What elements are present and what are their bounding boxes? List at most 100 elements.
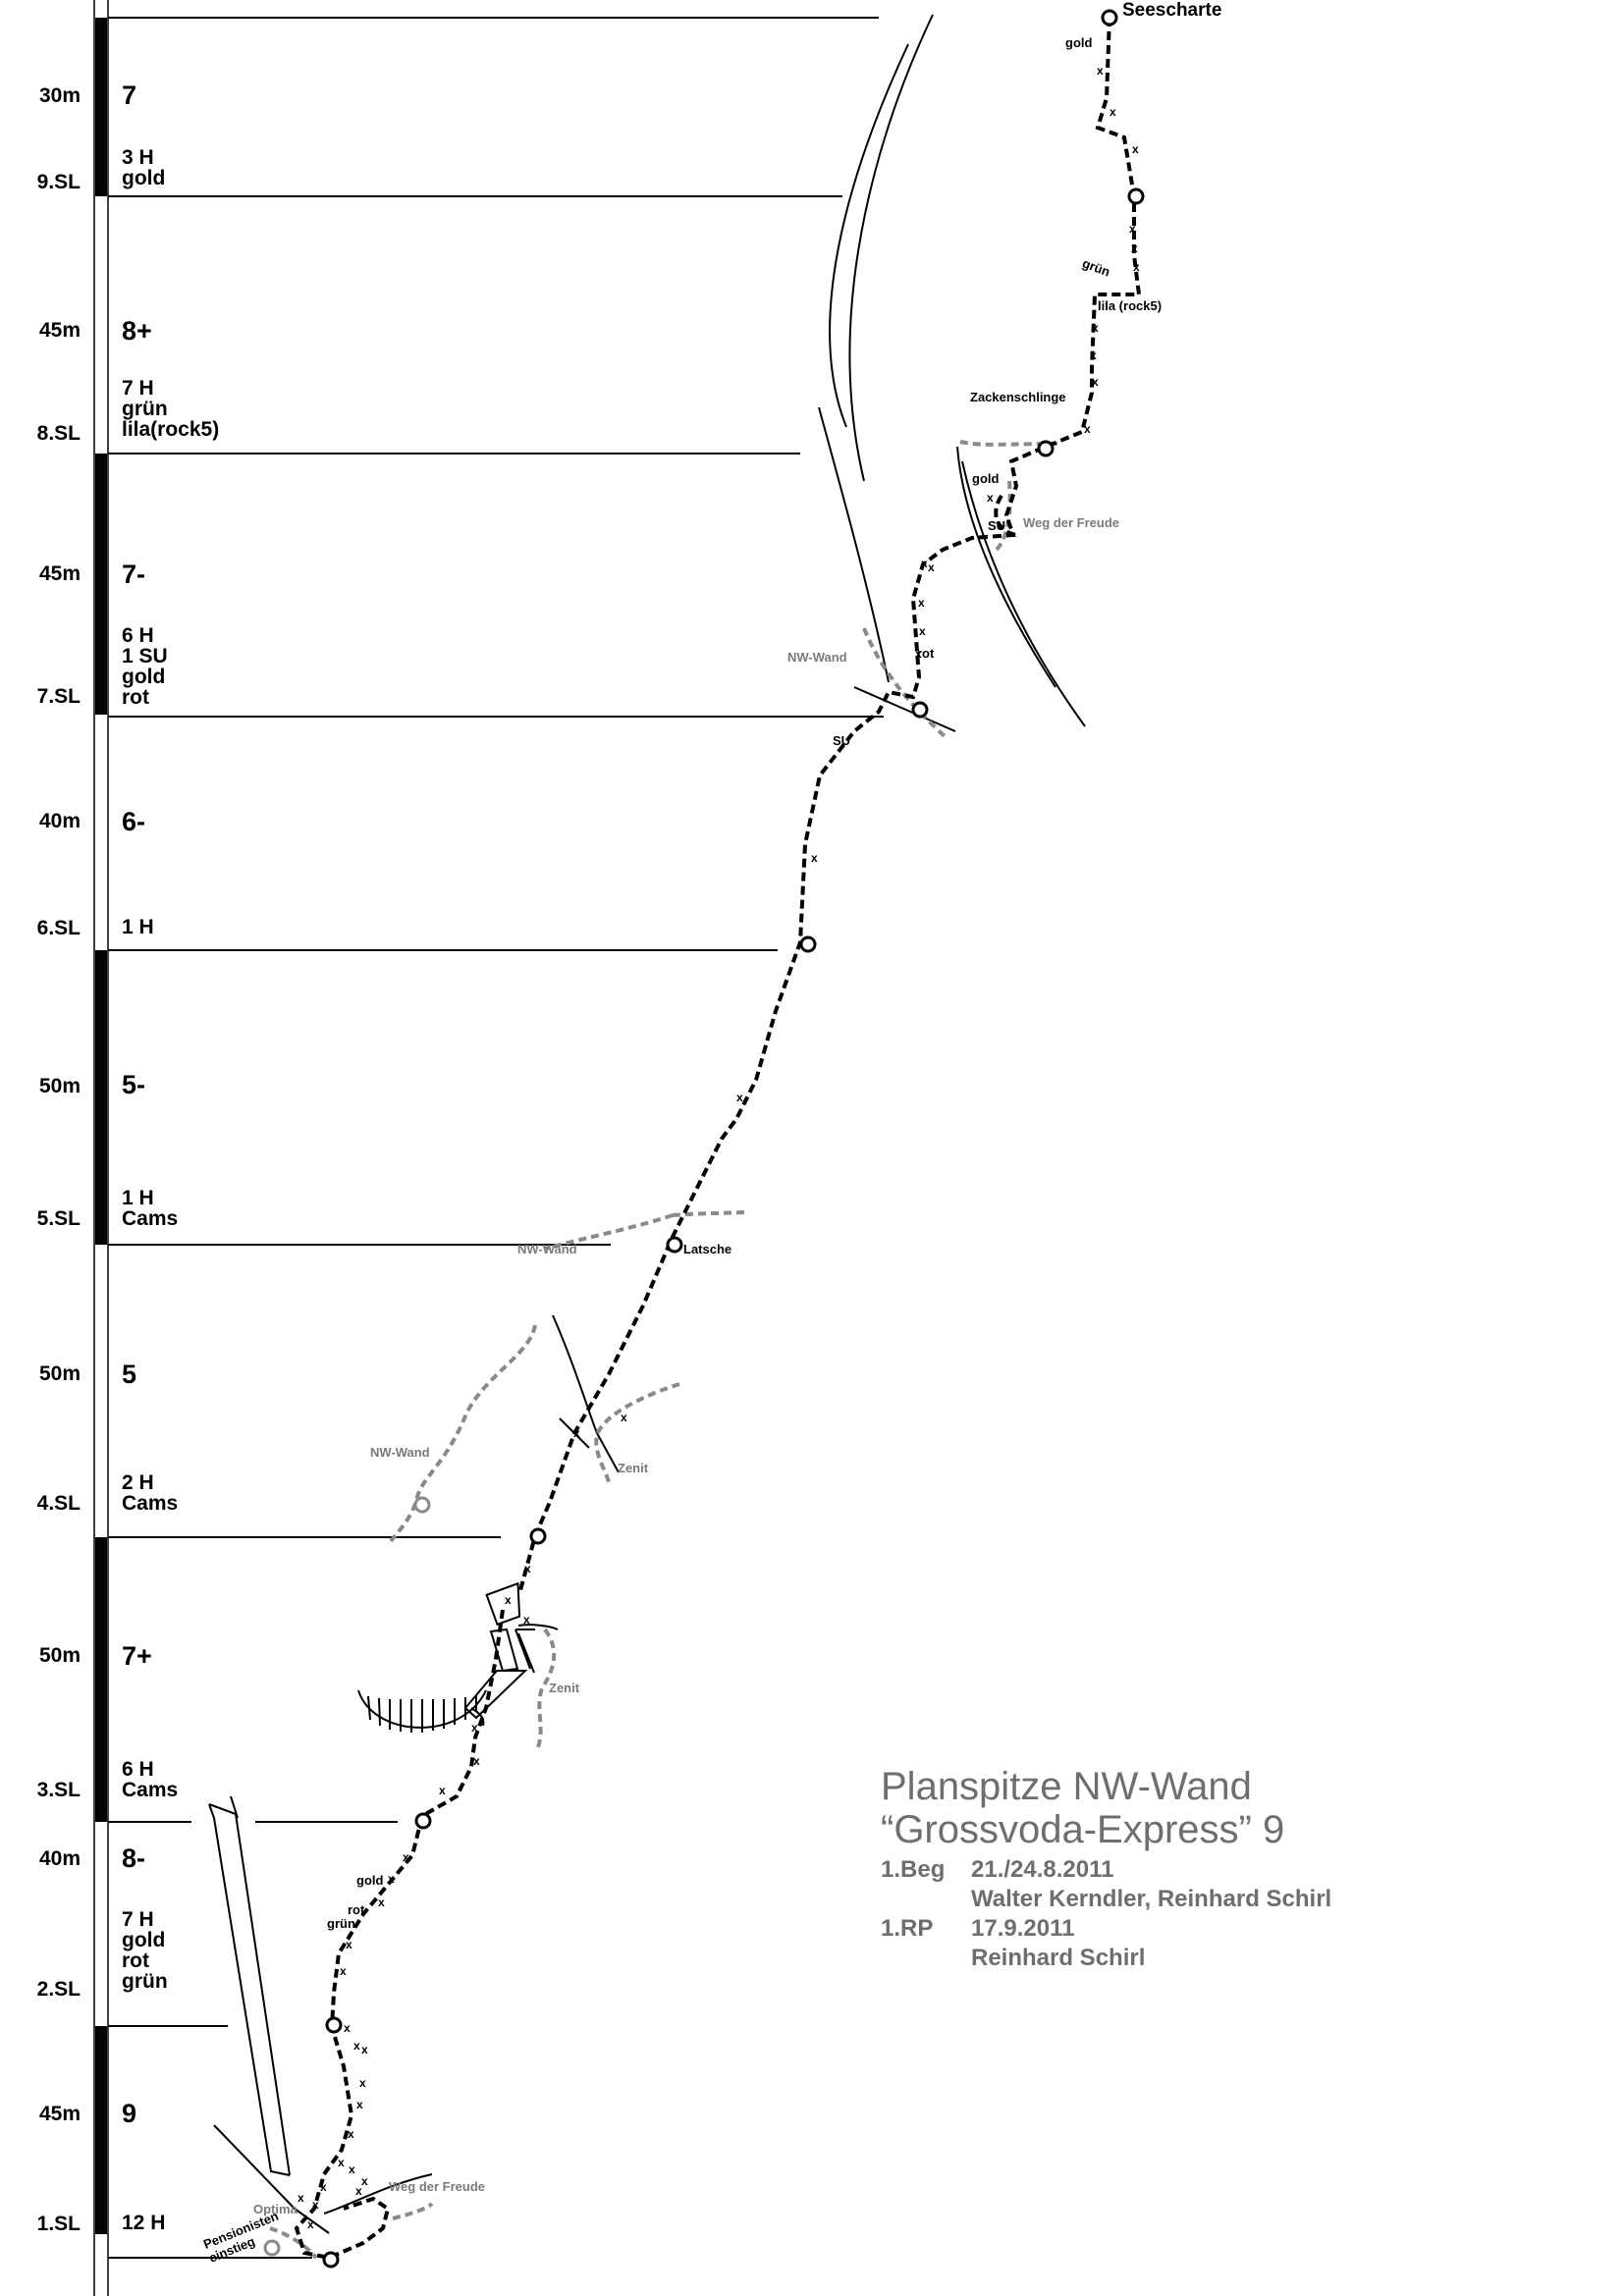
pitch-9-length: 30m <box>38 84 81 107</box>
svg-text:x: x <box>1090 348 1097 362</box>
svg-text:x: x <box>349 2163 355 2176</box>
belay-8-label: 8.SL <box>36 422 81 445</box>
seescharte-label: Seescharte <box>1122 0 1222 21</box>
svg-text:x: x <box>811 851 818 865</box>
svg-text:x: x <box>928 561 935 574</box>
belay-5-label: 5.SL <box>36 1207 81 1230</box>
pitch-5-gear: 1 H Cams <box>122 1187 179 1230</box>
neighbour-stations <box>263 1496 431 2257</box>
belay-9-label: 9.SL <box>36 171 81 193</box>
zackenschlinge-label: Zackenschlinge <box>970 390 1066 404</box>
svg-text:x: x <box>307 2217 314 2231</box>
route-title: Planspitze NW-Wand <box>881 1765 1252 1808</box>
svg-text:x: x <box>471 1721 478 1735</box>
svg-text:x: x <box>919 624 926 638</box>
first-ascent-date: 21./24.8.2011 <box>971 1856 1114 1883</box>
belay-lines <box>108 17 884 2259</box>
pitch-3-grade: 7+ <box>122 1641 152 1671</box>
svg-text:x: x <box>1131 241 1138 255</box>
pitch-scale-bar <box>93 0 109 2296</box>
pitch-2-grade: 8- <box>122 1843 146 1873</box>
pitch-3-gear: 6 H Cams <box>122 1758 179 1801</box>
redpoint-name-row: Reinhard Schirl <box>881 1944 1331 1973</box>
pitch-9-grade: 7 <box>122 80 137 110</box>
svg-text:x: x <box>1129 222 1136 236</box>
svg-text:x: x <box>987 491 994 505</box>
nw-wand-4-label: NW-Wand <box>370 1445 430 1460</box>
pitch-7-grade: 7- <box>122 560 146 589</box>
pitch-9-gear: 3 H gold <box>122 146 166 189</box>
nw-wand-7-label: NW-Wand <box>787 650 847 665</box>
svg-text:x: x <box>338 2156 345 2169</box>
optima-label: Optima <box>253 2202 298 2216</box>
svg-text:x: x <box>355 2184 362 2198</box>
svg-text:x: x <box>359 2076 366 2090</box>
svg-text:x: x <box>320 2180 327 2194</box>
pitch-3-length: 50m <box>38 1644 81 1667</box>
belay-2-label: 2.SL <box>36 1978 81 2001</box>
svg-text:x: x <box>1110 105 1116 119</box>
pitch-8-grade: 8+ <box>122 316 152 346</box>
first-ascent-names: Walter Kerndler, Reinhard Schirl <box>971 1886 1332 1912</box>
zenit-3-label: Zenit <box>549 1681 580 1695</box>
pitch-2-length: 40m <box>38 1847 81 1870</box>
svg-text:x: x <box>1133 260 1140 274</box>
svg-text:x: x <box>340 1964 347 1978</box>
pitch-4-length: 50m <box>38 1362 81 1385</box>
svg-text:x: x <box>403 1850 409 1864</box>
svg-text:x: x <box>505 1593 512 1607</box>
rot-2-label: rot <box>348 1902 365 1917</box>
belay-stations <box>322 9 1145 2269</box>
svg-text:x: x <box>356 2098 363 2111</box>
svg-text:x: x <box>918 596 925 610</box>
redpoint-date: 17.9.2011 <box>971 1915 1075 1942</box>
pitch-8-length: 45m <box>38 319 81 342</box>
svg-text:x: x <box>473 1754 480 1768</box>
su-7-label: SU <box>833 733 851 748</box>
redpoint-key: 1.RP <box>881 1915 934 1942</box>
neighbour-routes <box>269 440 1059 2260</box>
overhang-feature <box>357 1581 559 1733</box>
gruen-2-label: grün <box>327 1916 355 1931</box>
svg-text:x: x <box>388 1872 395 1886</box>
pitch-4-grade: 5 <box>122 1360 137 1389</box>
svg-text:x: x <box>378 1896 385 1909</box>
latsche-label: Latsche <box>683 1242 732 1256</box>
svg-text:x: x <box>921 557 928 570</box>
svg-text:x: x <box>361 2043 368 2056</box>
title-block: Planspitze NW-Wand “Grossvoda-Express” 9… <box>881 1765 1331 1973</box>
belay-3-label: 3.SL <box>36 1779 81 1801</box>
svg-text:x: x <box>621 1411 627 1424</box>
belay-1-label: 1.SL <box>36 2213 81 2235</box>
svg-text:x: x <box>361 2174 368 2188</box>
svg-text:x: x <box>1132 142 1139 156</box>
svg-text:x: x <box>298 2191 304 2205</box>
svg-text:x: x <box>344 2021 351 2035</box>
svg-text:x: x <box>312 2198 319 2212</box>
svg-text:x: x <box>524 1562 531 1575</box>
pitch-1-length: 45m <box>38 2103 81 2125</box>
svg-text:x: x <box>348 2127 354 2141</box>
svg-text:x: x <box>1097 64 1104 78</box>
belay-7-label: 7.SL <box>36 685 81 708</box>
belay-6-label: 6.SL <box>36 917 81 939</box>
svg-text:x: x <box>523 1613 530 1627</box>
zenit-4-label: Zenit <box>618 1461 649 1475</box>
gold-8-label: gold <box>972 471 1000 486</box>
first-ascent-key: 1.Beg <box>881 1856 946 1883</box>
bolt-marks: xxx xxx xxx xxx xxx xxx xxx xxx xxx xxx … <box>298 64 1140 2231</box>
lila-9-label: lila (rock5) <box>1098 298 1163 313</box>
svg-text:x: x <box>1092 321 1099 335</box>
first-ascent-row: 1.Beg 21./24.8.2011 <box>881 1855 1331 1885</box>
rock-features <box>208 14 1086 2234</box>
redpoint-row: 1.RP 17.9.2011 <box>881 1914 1331 1944</box>
rot-8-label: rot <box>917 646 935 661</box>
nw-wand-5-label: NW-Wand <box>517 1242 577 1256</box>
gold-2-label: gold <box>356 1873 384 1888</box>
svg-text:x: x <box>573 1426 580 1440</box>
pitch-5-length: 50m <box>38 1075 81 1097</box>
svg-text:x: x <box>915 647 922 661</box>
redpoint-name: Reinhard Schirl <box>971 1945 1146 1971</box>
pitch-6-grade: 6- <box>122 807 146 836</box>
